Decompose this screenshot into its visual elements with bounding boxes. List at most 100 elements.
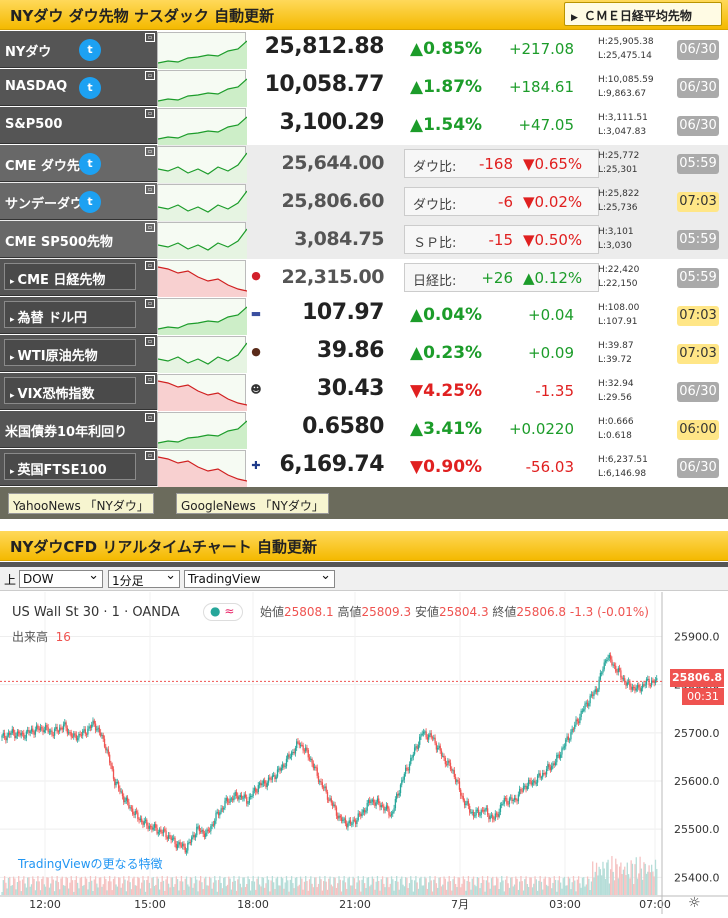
sparkline[interactable] [157, 412, 247, 449]
market-row[interactable]: 英国FTSE100▫ ✚ 6,169.74 ▼0.90% -56.03 H:6,237.5… [0, 449, 728, 487]
market-row[interactable]: CME SP500先物 ▫ 3,084.75 ＳＰ比: -15 ▼0.50% H:3,101… [0, 221, 728, 259]
instrument-name[interactable]: NYダウ t [0, 31, 157, 68]
google-news-link[interactable]: GoogleNews 「NYダウ」 [176, 493, 329, 514]
market-row[interactable]: 為替 ドル円▫ ▬ 107.97 ▲0.04% +0.04 H:108.00L:107.9… [0, 297, 728, 335]
volume-bar [290, 876, 293, 895]
symbol-select[interactable]: DOW [19, 568, 103, 588]
country-flag-icon: ● [251, 345, 261, 358]
candle-body [577, 721, 580, 724]
candle-body [160, 829, 162, 833]
candle-body [634, 687, 636, 691]
market-row[interactable]: サンデーダウ t ▫ 25,806.60 ダウ比: -6 ▼0.02% H:25,822 L:2… [0, 183, 728, 221]
instrument-name[interactable]: CME SP500先物 [0, 221, 157, 258]
candle-body [271, 775, 274, 780]
provider-select[interactable]: TradingView [184, 568, 335, 588]
point-change: +0.0220 [508, 420, 574, 438]
popup-icon[interactable]: ▫ [145, 71, 155, 80]
candlestick-chart[interactable]: 25900.025800.025700.025600.025500.025400… [0, 592, 728, 914]
volume-bar [184, 878, 186, 895]
candle-body [210, 826, 212, 832]
volume-bar [461, 883, 463, 895]
market-row[interactable]: CME 日経先物▫ ● 22,315.00 日経比:+26▲0.12%H:22,420… [0, 259, 728, 297]
instrument-name[interactable]: NASDAQ t [0, 69, 157, 106]
instrument-name[interactable]: CME ダウ先物 t [0, 145, 157, 182]
candle-body [533, 780, 535, 783]
sparkline[interactable] [157, 336, 247, 373]
popup-icon[interactable]: ▫ [145, 33, 155, 42]
instrument-name[interactable]: 為替 ドル円 [0, 297, 157, 334]
sparkline[interactable] [157, 32, 247, 69]
popup-icon[interactable]: ▫ [145, 261, 155, 270]
candle-body [6, 735, 8, 741]
volume-bar [583, 877, 585, 895]
cme-nikkei-button[interactable]: ▶ ＣＭＥ日経平均先物 [564, 2, 722, 26]
volume-bar [281, 878, 284, 895]
yahoo-news-link[interactable]: YahooNews 「NYダウ」 [8, 493, 154, 514]
x-tick-label: 15:00 [134, 898, 166, 911]
volume-bar [425, 878, 427, 895]
market-row[interactable]: 米国債券10年利回り ▫ 0.6580 ▲3.41% +0.0220 H:0.666 L:0… [0, 411, 728, 449]
candle-body [625, 682, 627, 686]
instrument-name[interactable]: CME 日経先物 [0, 259, 157, 296]
popup-icon[interactable]: ▫ [145, 223, 155, 232]
popup-icon[interactable]: ▫ [145, 299, 155, 308]
volume-bar [9, 876, 11, 895]
instrument-name[interactable]: WTI原油先物 [0, 335, 157, 372]
sparkline[interactable] [157, 184, 247, 221]
sparkline[interactable] [157, 222, 247, 259]
sparkline[interactable] [157, 260, 247, 297]
instrument-name[interactable]: S&P500 [0, 107, 157, 144]
candle-body [147, 825, 149, 829]
sparkline[interactable] [157, 70, 247, 107]
twitter-icon[interactable]: t [79, 77, 101, 99]
sparkline[interactable] [157, 450, 247, 487]
tradingview-features-link[interactable]: TradingViewの更なる特徴 [18, 857, 163, 871]
volume-bar [629, 878, 631, 895]
popup-icon[interactable]: ▫ [145, 375, 155, 384]
candle-body [135, 810, 138, 813]
volume-bar [565, 885, 567, 895]
candle-body [372, 799, 375, 803]
tradingview-chart[interactable]: 25900.025800.025700.025600.025500.025400… [0, 592, 728, 914]
popup-icon[interactable]: ▫ [145, 413, 155, 422]
candle-body [506, 798, 508, 804]
market-row[interactable]: CME ダウ先物 t ▫ 25,644.00 ダウ比: -168 ▼0.65% H:25,77… [0, 145, 728, 183]
market-row[interactable]: WTI原油先物▫ ● 39.86 ▲0.23% +0.09 H:39.87L:39.72 0… [0, 335, 728, 373]
candle-body [310, 759, 312, 761]
market-row[interactable]: NASDAQ t ▫ 10,058.77 ▲1.87% +184.61 H:10,085.5… [0, 69, 728, 107]
volume-bar [52, 879, 54, 895]
volume-bar [219, 876, 221, 895]
candle-body [110, 762, 112, 766]
popup-icon[interactable]: ▫ [145, 185, 155, 194]
market-row[interactable]: NYダウ t ▫ 25,812.88 ▲0.85% +217.08 H:25,905.38 L… [0, 31, 728, 69]
twitter-icon[interactable]: t [79, 39, 101, 61]
candle-body [114, 778, 116, 786]
market-row[interactable]: VIX恐怖指数▫ ☻ 30.43 ▼4.25% -1.35 H:32.94L:29.56 0… [0, 373, 728, 411]
volume-bar [208, 876, 211, 895]
popup-icon[interactable]: ▫ [145, 451, 155, 460]
settings-gear-icon[interactable]: ☼ [688, 895, 701, 911]
candle-body [308, 757, 311, 760]
popup-icon[interactable]: ▫ [145, 147, 155, 156]
volume-bar [178, 890, 180, 895]
twitter-icon[interactable]: t [79, 153, 101, 175]
twitter-icon[interactable]: t [79, 191, 101, 213]
instrument-name[interactable]: VIX恐怖指数 [0, 373, 157, 410]
sparkline[interactable] [157, 108, 247, 145]
instrument-name[interactable]: 英国FTSE100 [0, 449, 157, 486]
sparkline[interactable] [157, 298, 247, 335]
sparkline[interactable] [157, 374, 247, 411]
update-time: 06:00 [677, 420, 719, 440]
instrument-name[interactable]: 米国債券10年利回り [0, 411, 157, 448]
market-row[interactable]: S&P500 ▫ 3,100.29 ▲1.54% +47.05 H:3,111.51 L:3… [0, 107, 728, 145]
instrument-name[interactable]: サンデーダウ t [0, 183, 157, 220]
popup-icon[interactable]: ▫ [145, 337, 155, 346]
interval-select[interactable]: 1分足 [108, 568, 180, 588]
popup-icon[interactable]: ▫ [145, 109, 155, 118]
sparkline[interactable] [157, 146, 247, 183]
candle-body [69, 732, 71, 734]
candle-body [615, 665, 617, 672]
candle-body [27, 730, 29, 732]
volume-bar [492, 876, 494, 895]
volume-bar [275, 878, 277, 895]
